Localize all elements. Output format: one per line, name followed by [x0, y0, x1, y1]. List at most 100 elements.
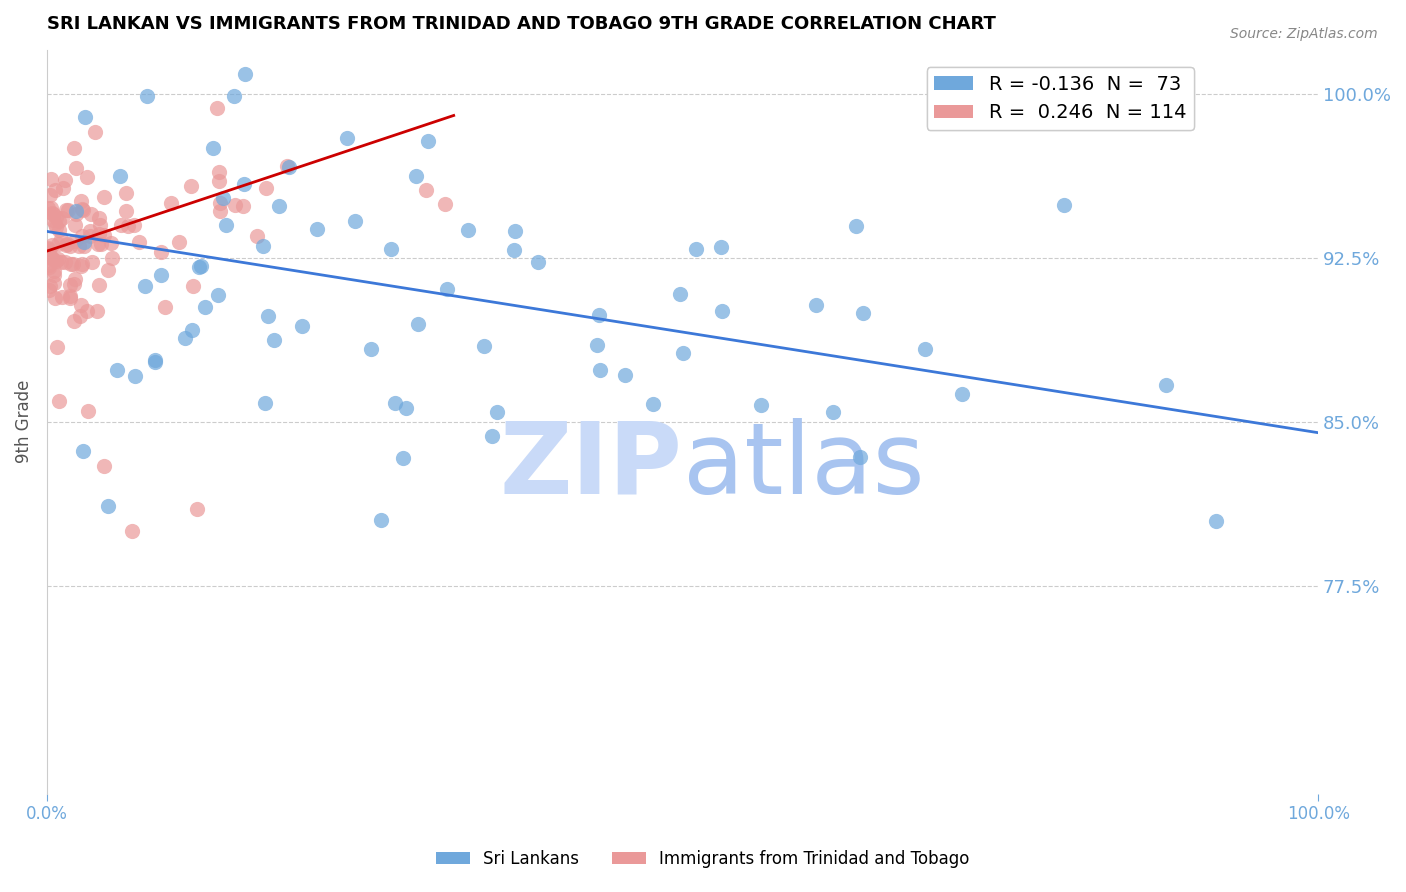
Legend: R = -0.136  N =  73, R =  0.246  N = 114: R = -0.136 N = 73, R = 0.246 N = 114	[927, 67, 1194, 130]
Point	[433, 196, 456, 211]
Point	[209, 204, 232, 219]
Point	[51, 290, 73, 304]
Point	[589, 363, 612, 377]
Point	[180, 178, 202, 193]
Point	[42, 264, 65, 278]
Point	[246, 229, 269, 244]
Point	[950, 387, 973, 401]
Point	[586, 337, 609, 351]
Point	[56, 203, 79, 218]
Point	[233, 67, 256, 81]
Point	[526, 254, 548, 268]
Point	[143, 355, 166, 369]
Point	[415, 183, 437, 197]
Point	[37, 201, 59, 215]
Point	[183, 278, 205, 293]
Point	[89, 227, 111, 241]
Point	[38, 283, 60, 297]
Point	[914, 342, 936, 356]
Point	[1154, 378, 1177, 392]
Point	[90, 236, 112, 251]
Point	[77, 404, 100, 418]
Point	[41, 172, 63, 186]
Point	[392, 450, 415, 465]
Point	[472, 339, 495, 353]
Point	[845, 219, 868, 233]
Point	[42, 276, 65, 290]
Point	[613, 368, 636, 383]
Point	[44, 183, 66, 197]
Point	[37, 242, 59, 256]
Point	[1205, 514, 1227, 528]
Point	[134, 279, 156, 293]
Point	[59, 256, 82, 270]
Point	[70, 257, 93, 271]
Point	[588, 308, 610, 322]
Point	[136, 89, 159, 103]
Point	[749, 398, 772, 412]
Point	[105, 363, 128, 377]
Point	[1053, 197, 1076, 211]
Point	[150, 268, 173, 282]
Point	[38, 260, 60, 274]
Point	[122, 218, 145, 232]
Point	[87, 277, 110, 292]
Point	[89, 211, 111, 226]
Point	[276, 159, 298, 173]
Point	[143, 352, 166, 367]
Point	[39, 251, 62, 265]
Point	[45, 340, 67, 354]
Point	[80, 254, 103, 268]
Point	[37, 241, 59, 255]
Point	[89, 219, 111, 233]
Point	[39, 278, 62, 293]
Text: Source: ZipAtlas.com: Source: ZipAtlas.com	[1230, 27, 1378, 41]
Point	[211, 190, 233, 204]
Point	[194, 300, 217, 314]
Point	[86, 303, 108, 318]
Point	[115, 186, 138, 200]
Point	[59, 277, 82, 292]
Point	[804, 298, 827, 312]
Point	[73, 110, 96, 124]
Point	[436, 282, 458, 296]
Point	[97, 500, 120, 514]
Point	[370, 513, 392, 527]
Point	[55, 202, 77, 217]
Point	[202, 141, 225, 155]
Point	[93, 458, 115, 473]
Point	[208, 164, 231, 178]
Point	[267, 199, 290, 213]
Point	[72, 229, 94, 244]
Point	[65, 207, 87, 221]
Point	[72, 202, 94, 217]
Point	[53, 255, 76, 269]
Point	[73, 239, 96, 253]
Point	[44, 219, 66, 234]
Point	[62, 256, 84, 270]
Point	[208, 174, 231, 188]
Point	[232, 198, 254, 212]
Point	[115, 204, 138, 219]
Point	[38, 244, 60, 258]
Point	[55, 238, 77, 252]
Point	[93, 227, 115, 242]
Point	[215, 218, 238, 232]
Point	[669, 287, 692, 301]
Point	[41, 238, 63, 252]
Point	[59, 291, 82, 305]
Point	[186, 502, 208, 516]
Point	[852, 306, 875, 320]
Point	[207, 288, 229, 302]
Point	[48, 223, 70, 237]
Point	[360, 342, 382, 356]
Y-axis label: 9th Grade: 9th Grade	[15, 380, 32, 464]
Point	[848, 450, 870, 464]
Point	[59, 289, 82, 303]
Point	[44, 291, 66, 305]
Point	[290, 318, 312, 333]
Point	[128, 235, 150, 250]
Point	[49, 232, 72, 246]
Point	[671, 346, 693, 360]
Point	[117, 219, 139, 233]
